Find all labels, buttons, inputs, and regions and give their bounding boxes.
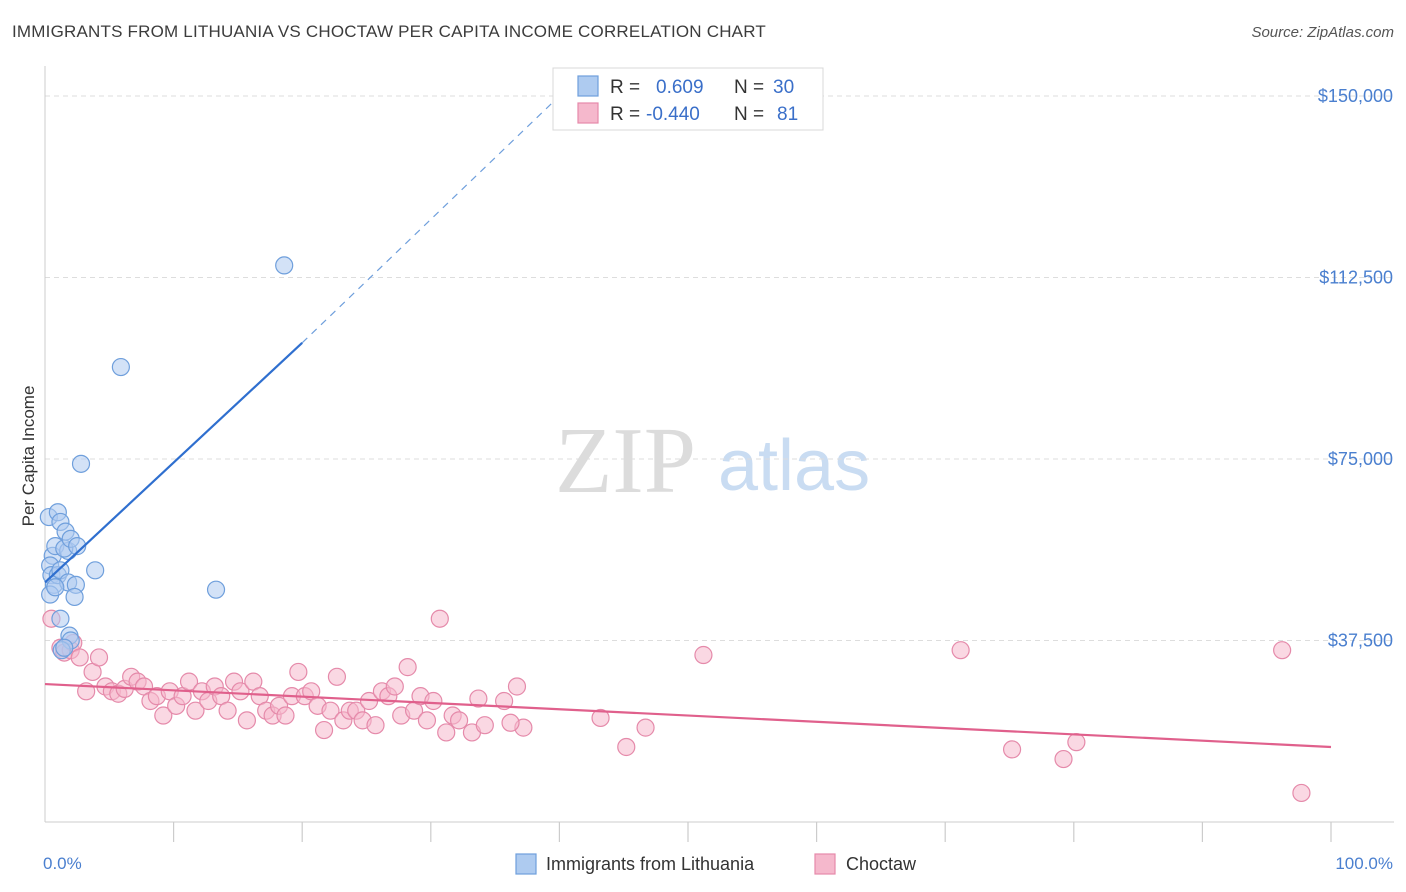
lithuania-point-29	[46, 578, 65, 597]
choctaw-point-81	[1292, 783, 1311, 803]
lithuania-point-27	[206, 580, 226, 599]
choctaw-point-60	[424, 691, 443, 711]
choctaw-point-66	[469, 689, 488, 708]
legend-blue-r-label: R =	[610, 77, 640, 98]
choctaw-point-28	[218, 701, 237, 720]
choctaw-point-80	[1273, 641, 1292, 660]
trend-lines	[44, 95, 1332, 749]
choctaw-point-54	[385, 677, 404, 696]
choctaw-point-69	[507, 677, 527, 696]
legend-blue-swatch	[577, 75, 599, 97]
y-axis-label: Per Capita Income	[19, 386, 38, 527]
legend-blue-r-value: 0.609	[656, 77, 704, 98]
tick-labels: $37,500 $75,000 $112,500 $150,000 0.0% 100.0%	[43, 86, 1393, 873]
x-tick-label-left: 0.0%	[43, 854, 82, 873]
choctaw-point-75	[694, 645, 713, 665]
choctaw-point-30	[231, 682, 250, 701]
legend-pink-r-value: -0.440	[646, 104, 700, 125]
choctaw-point-61	[430, 609, 449, 628]
bottom-legend-pink-swatch	[814, 853, 836, 875]
lithuania-point-21	[51, 609, 70, 628]
bottom-legend-blue-label: Immigrants from Lithuania	[546, 854, 755, 874]
lithuania-point-28	[275, 256, 294, 275]
choctaw-point-78	[1054, 749, 1073, 769]
choctaw-point-67	[475, 716, 494, 735]
lithuania-point-19	[86, 561, 105, 580]
choctaw-points	[42, 609, 1311, 803]
y-tick-label-0: $37,500	[1328, 631, 1393, 651]
lithuania-point-25	[55, 638, 74, 657]
legend-blue-n-label: N =	[734, 77, 764, 98]
choctaw-point-44	[321, 701, 340, 720]
x-tick-label-right: 100.0%	[1335, 854, 1393, 873]
choctaw-point-76	[951, 641, 970, 660]
lithuania-points	[39, 256, 294, 660]
choctaw-point-77	[1002, 740, 1022, 759]
y-tick-label-2: $112,500	[1319, 268, 1393, 288]
choctaw-point-8	[89, 648, 109, 667]
legend-blue-n-value: 30	[773, 77, 794, 98]
choctaw-point-59	[417, 711, 437, 730]
gridlines	[45, 95, 1394, 641]
legend-pink-r-label: R =	[610, 104, 640, 125]
bottom-legend-blue-swatch	[515, 853, 537, 875]
lithuania-trend-extension	[301, 95, 560, 344]
watermark-atlas: atlas	[718, 426, 870, 506]
legend-pink-n-label: N =	[734, 104, 764, 125]
choctaw-point-37	[276, 706, 295, 725]
lithuania-point-26	[111, 357, 130, 377]
choctaw-point-73	[617, 737, 636, 757]
choctaw-point-51	[366, 716, 385, 735]
series-legend: Immigrants from Lithuania Choctaw	[515, 853, 917, 875]
choctaw-point-56	[398, 658, 417, 677]
axes	[44, 66, 1394, 842]
choctaw-point-45	[327, 667, 347, 686]
choctaw-point-72	[591, 708, 610, 728]
choctaw-point-74	[636, 718, 655, 737]
legend-pink-n-value: 81	[777, 104, 798, 125]
watermark-zip: ZIP	[555, 409, 696, 513]
choctaw-point-62	[437, 723, 456, 742]
choctaw-point-64	[449, 711, 469, 730]
choctaw-point-79	[1067, 733, 1086, 752]
choctaw-point-5	[70, 648, 89, 667]
choctaw-point-23	[186, 701, 205, 720]
choctaw-point-39	[289, 662, 308, 682]
chart-title: IMMIGRANTS FROM LITHUANIA VS CHOCTAW PER…	[12, 22, 766, 41]
lithuania-point-18	[65, 587, 84, 607]
choctaw-trend-line	[44, 682, 1332, 749]
lithuania-point-20	[71, 454, 91, 473]
choctaw-point-18	[154, 706, 173, 725]
lithuania-point-15	[68, 537, 87, 556]
choctaw-point-71	[501, 713, 520, 732]
bottom-legend-pink-label: Choctaw	[846, 854, 917, 874]
correlation-legend: R = 0.609 N = 30 R = -0.440 N = 81	[552, 67, 824, 131]
chart-source: Source: ZipAtlas.com	[1251, 24, 1394, 41]
choctaw-point-31	[237, 711, 257, 730]
y-tick-label-1: $75,000	[1328, 449, 1393, 469]
y-tick-label-3: $150,000	[1318, 86, 1393, 106]
choctaw-point-43	[314, 720, 334, 740]
legend-pink-swatch	[577, 102, 599, 124]
lithuania-trend-line	[44, 342, 303, 584]
